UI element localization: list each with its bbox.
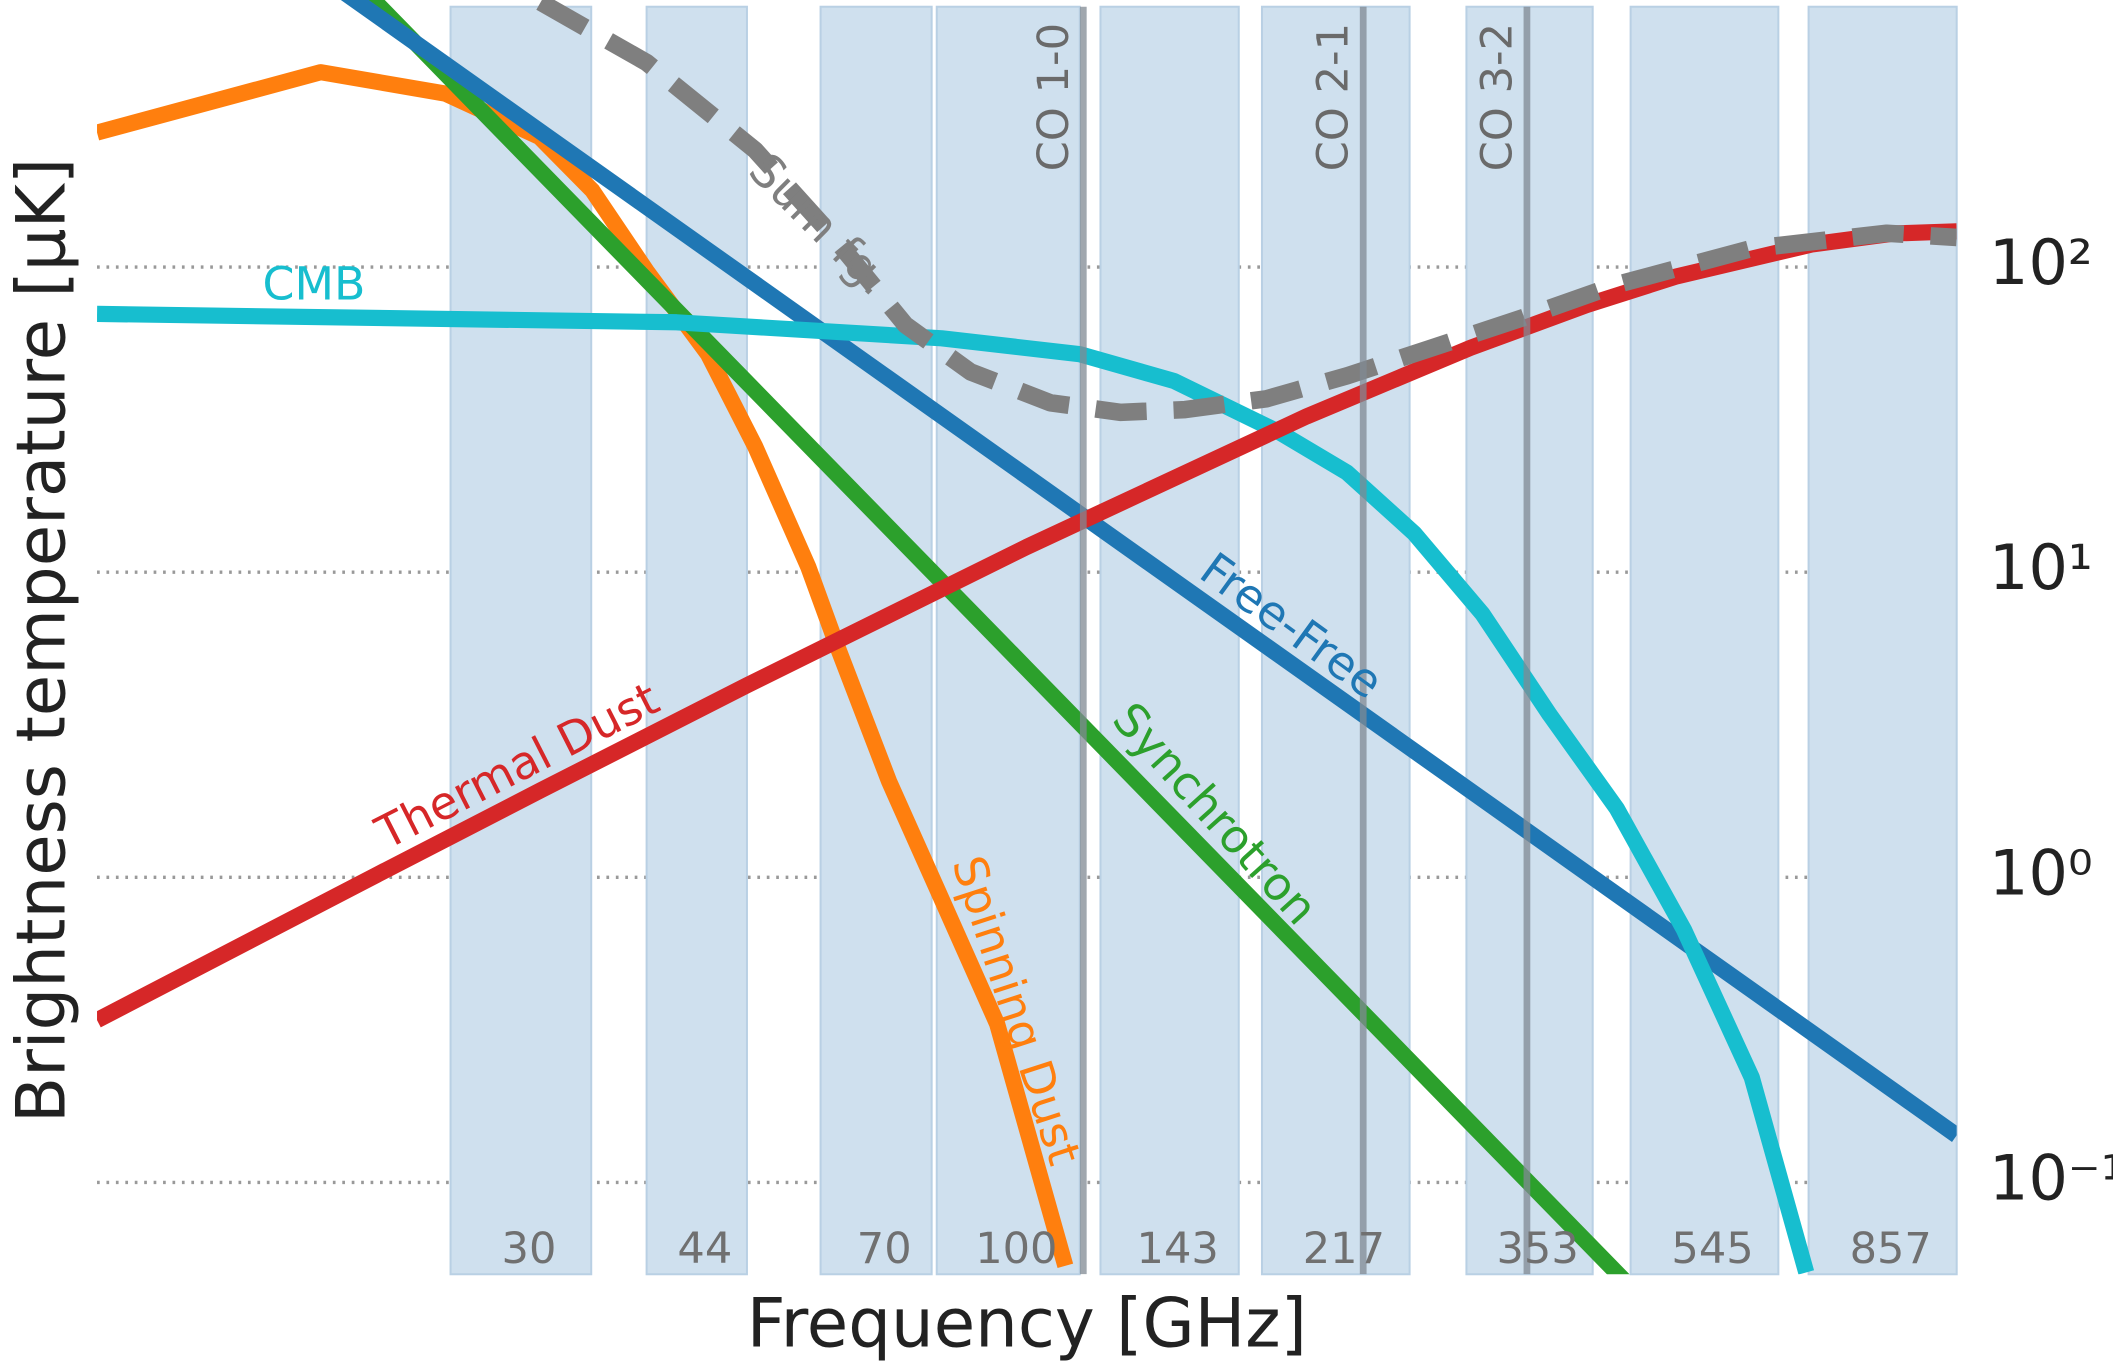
y-tick-label: 10² [1989, 226, 2093, 299]
frequency-band [449, 5, 593, 1276]
series-label: CMB [263, 257, 366, 311]
co-label: CO 1-0 [1029, 23, 1079, 171]
band-label: 545 [1671, 1224, 1753, 1274]
band-label: 30 [502, 1224, 557, 1274]
band-label: 143 [1137, 1224, 1219, 1274]
series-line [97, 223, 1957, 1028]
band-label: 353 [1496, 1224, 1578, 1274]
y-tick-label: 10⁰ [1989, 836, 2093, 909]
series-line [97, 305, 1815, 1275]
series-line [340, 0, 1957, 1142]
band-label: 217 [1303, 1224, 1385, 1274]
y-tick-label: 10¹ [1989, 531, 2093, 604]
band-label: 100 [975, 1224, 1057, 1274]
band-label: 44 [677, 1224, 732, 1274]
frequency-band [1099, 5, 1240, 1276]
co-label: CO 2-1 [1309, 23, 1359, 171]
frequency-band [645, 5, 748, 1276]
x-axis-label: Frequency [GHz] [747, 1284, 1307, 1363]
y-axis-label: Brightness temperature [μK] [1, 158, 80, 1123]
band-label: 857 [1850, 1224, 1932, 1274]
curves [97, 0, 1957, 1275]
series-line [536, 0, 1957, 422]
co-label: CO 3-2 [1472, 23, 1522, 171]
band-label: 70 [857, 1224, 912, 1274]
bands [449, 5, 1958, 1276]
y-tick-label: 10⁻¹ [1989, 1141, 2113, 1214]
frequency-band [1807, 5, 1958, 1276]
